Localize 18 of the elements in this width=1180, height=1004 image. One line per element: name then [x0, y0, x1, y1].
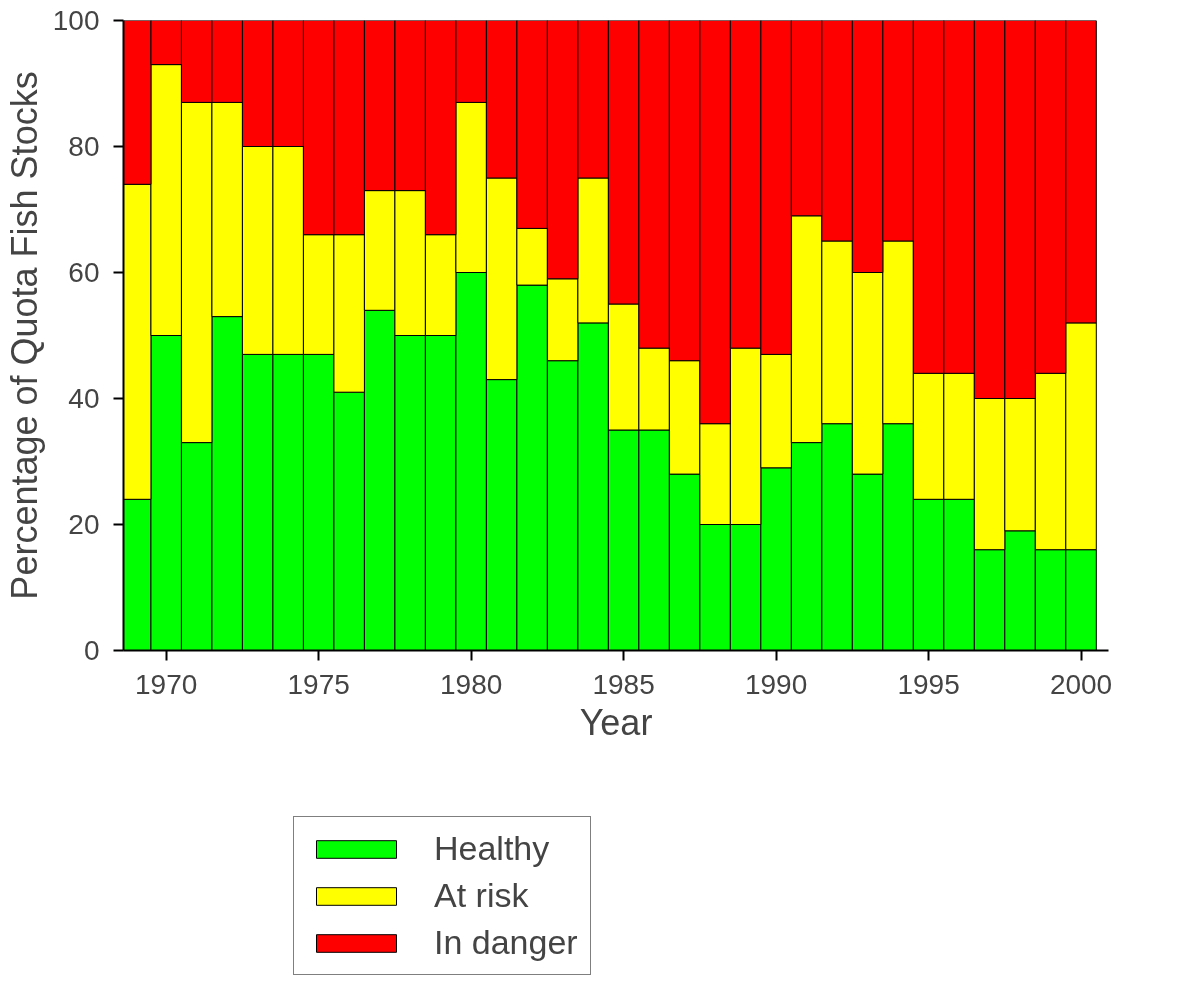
- y-tick-label: 20: [68, 509, 100, 540]
- x-tick-label: 1990: [744, 668, 808, 700]
- y-tick-label: 100: [52, 5, 100, 36]
- legend-label: Healthy: [434, 829, 550, 868]
- legend-label: At risk: [434, 876, 529, 915]
- x-axis-title: Year: [579, 701, 653, 743]
- y-axis-title: Percentage of Quota Fish Stocks: [3, 71, 45, 600]
- y-tick-label: 80: [68, 131, 100, 162]
- y-tick-label: 0: [83, 635, 100, 666]
- x-tick-label: 1975: [287, 668, 350, 700]
- x-tick-label: 1980: [440, 668, 503, 700]
- x-tick-label: 1985: [592, 668, 655, 700]
- legend-label: In danger: [434, 923, 578, 962]
- y-tick-label: 40: [68, 383, 100, 414]
- y-tick-label: 60: [68, 257, 100, 288]
- x-tick-label: 1995: [897, 668, 960, 700]
- x-tick-label: 1970: [135, 668, 198, 700]
- x-tick-label: 2000: [1049, 668, 1113, 700]
